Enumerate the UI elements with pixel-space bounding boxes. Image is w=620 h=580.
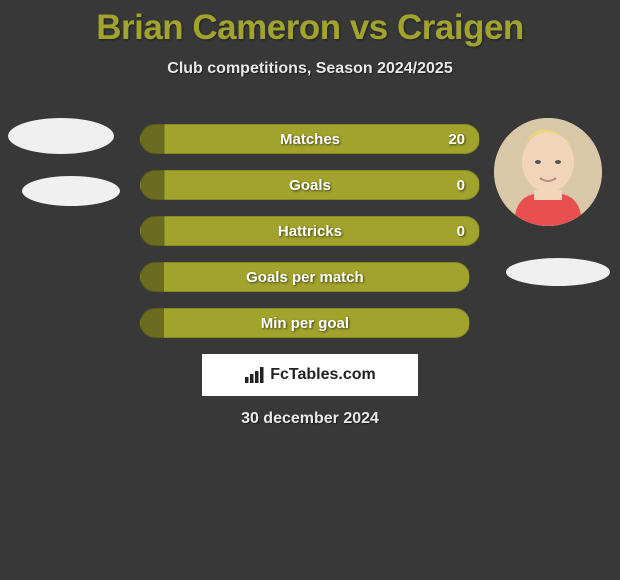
stat-bar: Min per goal — [140, 308, 470, 338]
stat-bar-label: Goals per match — [246, 269, 364, 286]
player-portrait-icon — [494, 118, 602, 226]
logo-text: FcTables.com — [270, 366, 376, 384]
comparison-subtitle: Club competitions, Season 2024/2025 — [0, 60, 620, 78]
stat-bar: Matches 20 — [140, 124, 480, 154]
stat-bar-label: Min per goal — [261, 315, 349, 332]
stat-bar-label: Matches — [280, 131, 340, 148]
player2-name-placeholder — [506, 258, 610, 286]
comparison-title: Brian Cameron vs Craigen — [0, 0, 620, 48]
stat-bars-container: Matches 20 Goals 0 Hattricks 0 Goals per match… — [140, 124, 480, 354]
player2-avatar — [494, 118, 602, 226]
bar-chart-icon — [244, 366, 266, 384]
stat-bar-value: 0 — [457, 177, 465, 194]
stat-bar-value: 0 — [457, 223, 465, 240]
stat-bar: Hattricks 0 — [140, 216, 480, 246]
stat-bar: Goals 0 — [140, 170, 480, 200]
player1-avatar-placeholder — [8, 118, 114, 154]
stat-bar: Goals per match — [140, 262, 470, 292]
stat-bar-label: Hattricks — [278, 223, 342, 240]
fctables-logo: FcTables.com — [202, 354, 418, 396]
player1-name-placeholder — [22, 176, 120, 206]
snapshot-date: 30 december 2024 — [0, 410, 620, 428]
stat-bar-label: Goals — [289, 177, 331, 194]
stat-bar-value: 20 — [448, 131, 465, 148]
